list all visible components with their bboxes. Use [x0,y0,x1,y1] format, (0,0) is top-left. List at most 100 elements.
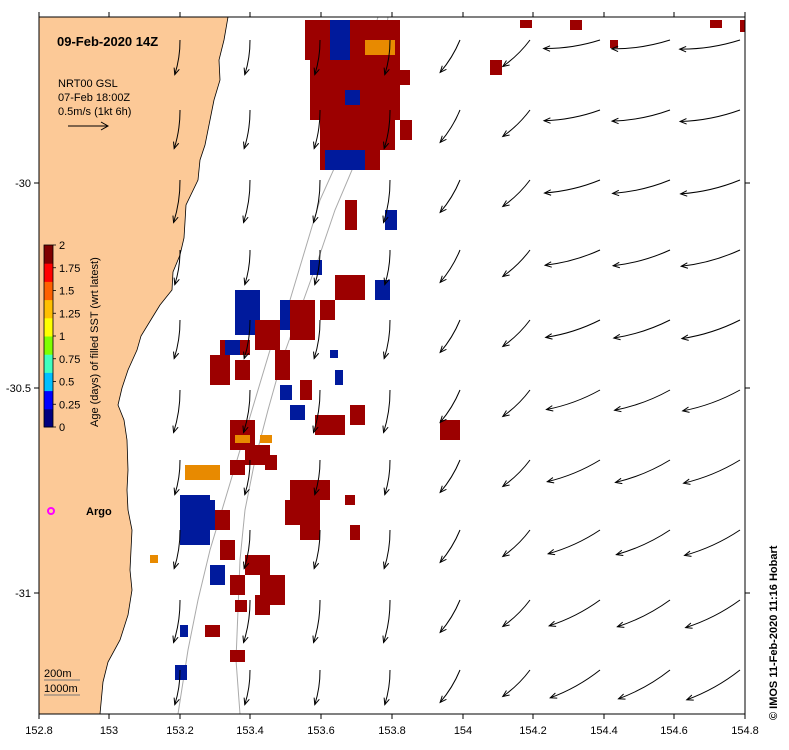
sst-pixel [350,525,360,540]
current-arrow [243,109,251,150]
sst-pixel [255,320,280,350]
sst-pixel [200,500,215,530]
current-arrow [542,39,601,52]
sst-pixel [335,370,343,385]
current-arrow [501,109,531,138]
current-arrow [685,669,741,701]
current-arrow [501,319,531,348]
current-arrow [243,319,251,360]
colorbar-segment [44,317,53,337]
current-arrow [611,249,671,269]
current-arrow [543,249,601,268]
sst-pixel [490,60,502,75]
colorbar-segment [44,408,53,428]
sst-pixel [385,210,397,230]
current-arrow [173,109,181,150]
x-tick-label: 153.4 [236,725,264,737]
sst-pixel [180,625,188,637]
colorbar [43,244,54,428]
current-arrow [679,249,741,269]
current-arrow [439,39,461,74]
sst-pixel [265,455,277,470]
y-tick-label: -30 [15,178,31,190]
sst-pixel [210,565,225,585]
current-arrow [313,669,321,706]
current-arrow [383,319,391,360]
current-arrow [313,109,321,150]
sst-pixel [205,625,220,637]
x-tick-label: 153 [100,725,118,737]
sst-pixel [610,40,618,48]
sst-pixel [175,665,187,680]
current-arrow [173,249,181,286]
sst-pixel [290,480,330,500]
sst-pixel [325,150,365,170]
current-arrow [312,179,321,224]
colorbar-segment [44,281,53,301]
colorbar-segment [44,354,53,373]
x-tick-label: 154.4 [590,725,618,737]
current-arrow [242,389,251,434]
current-arrow [549,669,601,699]
sst-pixel [330,350,338,358]
current-arrow [684,599,741,629]
current-arrow [173,669,181,706]
colorbar-tick-label: 2 [59,240,65,252]
current-arrow [173,319,181,360]
coastline-land [39,17,229,714]
y-tick-label: -31 [15,588,31,600]
current-arrow [614,459,671,485]
sst-pixel [235,600,247,612]
current-arrow [172,389,181,434]
current-arrow [243,459,251,496]
x-tick-label: 153.8 [378,725,406,737]
current-arrow [383,249,391,286]
x-tick-label: 154.2 [519,725,547,737]
argo-marker [47,507,55,515]
colorbar-segment [44,263,53,282]
sst-pixel [315,415,345,435]
sst-pixel [235,435,250,443]
sst-pixel [300,380,312,400]
current-arrow [547,599,601,627]
current-arrow [617,669,671,700]
current-arrow [243,249,251,286]
current-arrow [383,529,391,570]
colorbar-segment [44,336,53,355]
current-arrow [501,599,531,628]
current-arrow [501,179,531,208]
sst-pixel [290,405,305,420]
y-tick-label: -30.5 [6,383,31,395]
x-tick-label: 154.6 [660,725,688,737]
sst-pixel [710,20,722,28]
sst-pixel [330,20,350,60]
current-arrow [173,529,181,570]
sst-pixels [150,20,745,680]
current-arrow [173,39,181,76]
colorbar-tick-label: 0.75 [59,354,80,366]
sst-pixel [520,20,532,28]
current-arrow [439,249,461,284]
sst-pixel [375,110,395,150]
current-arrow [501,459,531,488]
current-arrow [439,529,461,564]
current-arrow [439,109,461,144]
current-arrow [242,599,251,644]
current-arrow [439,389,461,424]
sst-pixel [740,20,745,32]
colorbar-segment [44,390,53,410]
current-arrow [439,599,461,634]
sst-pixel [220,540,235,560]
current-arrow [501,249,531,278]
current-arrow [313,249,321,286]
x-tick-label: 154.8 [731,725,759,737]
current-arrow [680,319,741,341]
current-arrow [501,529,531,558]
argo-label: Argo [86,506,112,518]
colorbar-tick-label: 0.25 [59,399,80,411]
current-arrow [383,39,391,76]
current-arrow [383,459,391,496]
sst-pixel [225,340,240,355]
current-arrow [383,109,391,150]
map-title: 09-Feb-2020 14Z [57,34,158,49]
